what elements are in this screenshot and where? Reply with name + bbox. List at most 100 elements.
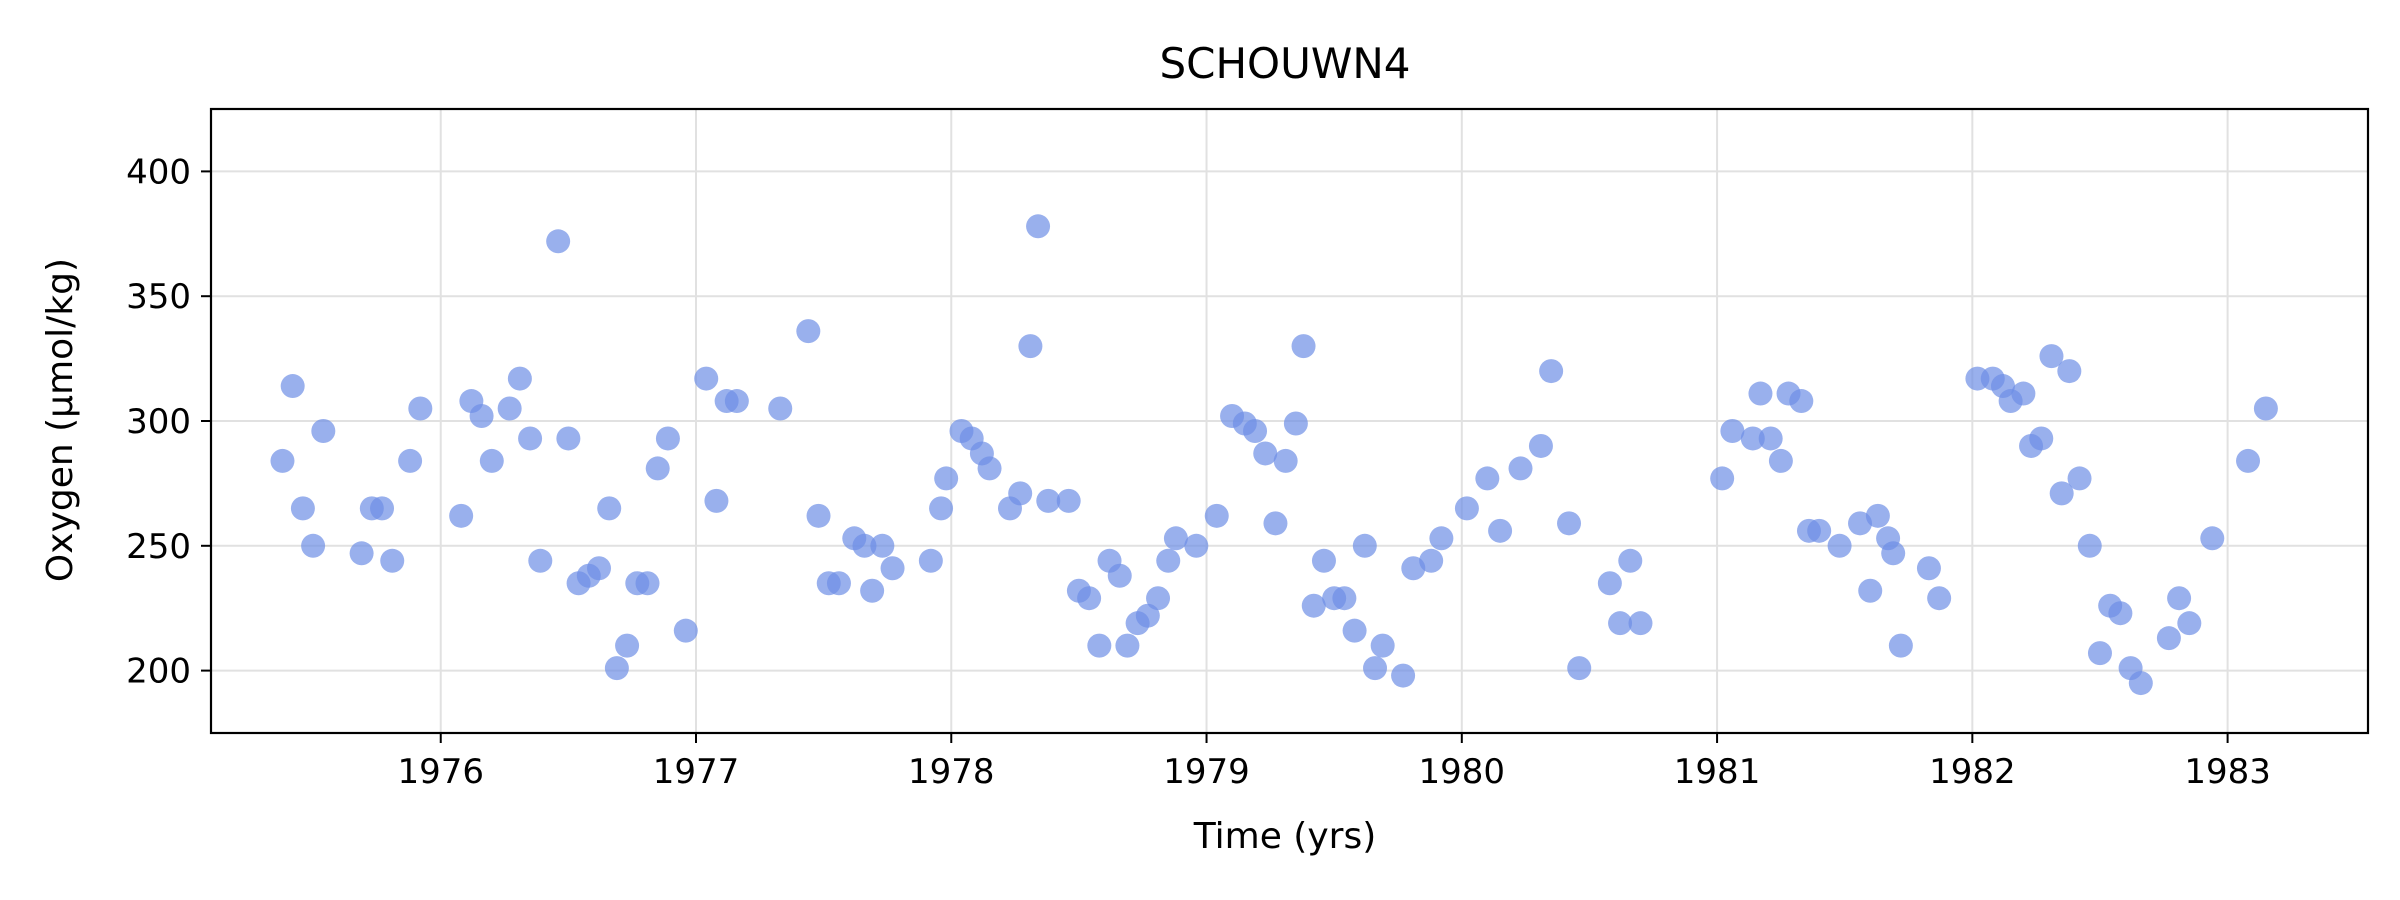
data-point bbox=[1419, 548, 1444, 573]
data-point bbox=[2049, 481, 2074, 506]
data-point bbox=[1301, 593, 1326, 618]
data-point bbox=[290, 496, 315, 521]
data-point bbox=[2200, 526, 2225, 551]
data-point bbox=[977, 456, 1002, 481]
data-point bbox=[796, 319, 821, 344]
data-point bbox=[2156, 626, 2181, 651]
data-point bbox=[2253, 396, 2278, 421]
data-point bbox=[2236, 448, 2261, 473]
data-point bbox=[1291, 334, 1316, 359]
data-point bbox=[1077, 586, 1102, 611]
x-tick-label: 1983 bbox=[2184, 752, 2271, 792]
data-point bbox=[2128, 671, 2153, 696]
data-point bbox=[1332, 586, 1357, 611]
data-point bbox=[1263, 511, 1288, 536]
data-point bbox=[1283, 411, 1308, 436]
data-point bbox=[826, 571, 851, 596]
data-point bbox=[1026, 214, 1051, 239]
data-point bbox=[2039, 344, 2064, 369]
x-tick-label: 1977 bbox=[653, 752, 740, 792]
data-point bbox=[1597, 571, 1622, 596]
data-point bbox=[1146, 586, 1171, 611]
data-point bbox=[1107, 563, 1132, 588]
data-point bbox=[768, 396, 793, 421]
data-point bbox=[2167, 586, 2192, 611]
data-point bbox=[2108, 601, 2133, 626]
data-point bbox=[852, 533, 877, 558]
data-point bbox=[1342, 618, 1367, 643]
data-point bbox=[1789, 389, 1814, 414]
data-point bbox=[311, 418, 336, 443]
data-point bbox=[929, 496, 954, 521]
x-tick-label: 1976 bbox=[397, 752, 484, 792]
data-point bbox=[2067, 466, 2092, 491]
data-point bbox=[1204, 503, 1229, 528]
data-point bbox=[1311, 548, 1336, 573]
x-tick-label: 1980 bbox=[1419, 752, 1506, 792]
data-point bbox=[380, 548, 405, 573]
data-point bbox=[398, 448, 423, 473]
data-point bbox=[1916, 556, 1941, 581]
data-point bbox=[1508, 456, 1533, 481]
data-point bbox=[1858, 578, 1883, 603]
data-point bbox=[694, 366, 719, 391]
data-point bbox=[1539, 359, 1564, 384]
x-tick-label: 1979 bbox=[1163, 752, 1250, 792]
data-point bbox=[1036, 488, 1061, 513]
data-point bbox=[1628, 611, 1653, 636]
data-point bbox=[1827, 533, 1852, 558]
x-tick-label: 1982 bbox=[1929, 752, 2016, 792]
data-point bbox=[880, 556, 905, 581]
data-point bbox=[1488, 518, 1513, 543]
data-point bbox=[587, 556, 612, 581]
data-point bbox=[1352, 533, 1377, 558]
data-point bbox=[479, 448, 504, 473]
data-point bbox=[497, 396, 522, 421]
data-point bbox=[1881, 541, 1906, 566]
y-tick-label: 200 bbox=[126, 652, 191, 692]
data-point bbox=[1927, 586, 1952, 611]
data-point bbox=[645, 456, 670, 481]
data-point bbox=[1363, 656, 1388, 681]
data-point bbox=[1618, 548, 1643, 573]
data-point bbox=[1135, 603, 1160, 628]
y-tick-label: 300 bbox=[126, 402, 191, 442]
data-point bbox=[1184, 533, 1209, 558]
data-point bbox=[1156, 548, 1181, 573]
data-point bbox=[1710, 466, 1735, 491]
data-point bbox=[507, 366, 532, 391]
data-point bbox=[370, 496, 395, 521]
data-point bbox=[270, 448, 295, 473]
data-point bbox=[1454, 496, 1479, 521]
data-point bbox=[1807, 518, 1832, 543]
y-axis-label: Oxygen (µmol/kg) bbox=[40, 258, 81, 582]
data-point bbox=[597, 496, 622, 521]
y-tick-label: 250 bbox=[126, 527, 191, 567]
data-point bbox=[1008, 481, 1033, 506]
data-point bbox=[918, 548, 943, 573]
data-point bbox=[1087, 633, 1112, 658]
data-point bbox=[546, 229, 571, 254]
data-point bbox=[615, 633, 640, 658]
data-point bbox=[635, 571, 660, 596]
data-point bbox=[2077, 533, 2102, 558]
data-point bbox=[2087, 641, 2112, 666]
data-point bbox=[1528, 433, 1553, 458]
data-point bbox=[806, 503, 831, 528]
data-point bbox=[2029, 426, 2054, 451]
data-point bbox=[469, 404, 494, 429]
data-point bbox=[704, 488, 729, 513]
data-point bbox=[1243, 418, 1268, 443]
data-point bbox=[1273, 448, 1298, 473]
data-point bbox=[1557, 511, 1582, 536]
data-point bbox=[1720, 418, 1745, 443]
data-point bbox=[1056, 488, 1081, 513]
data-point bbox=[1888, 633, 1913, 658]
y-tick-label: 400 bbox=[126, 152, 191, 192]
data-point bbox=[1253, 441, 1278, 466]
data-point bbox=[518, 426, 543, 451]
data-point bbox=[1475, 466, 1500, 491]
y-axis-ticks: 200 250 300 350 400 bbox=[126, 152, 211, 692]
